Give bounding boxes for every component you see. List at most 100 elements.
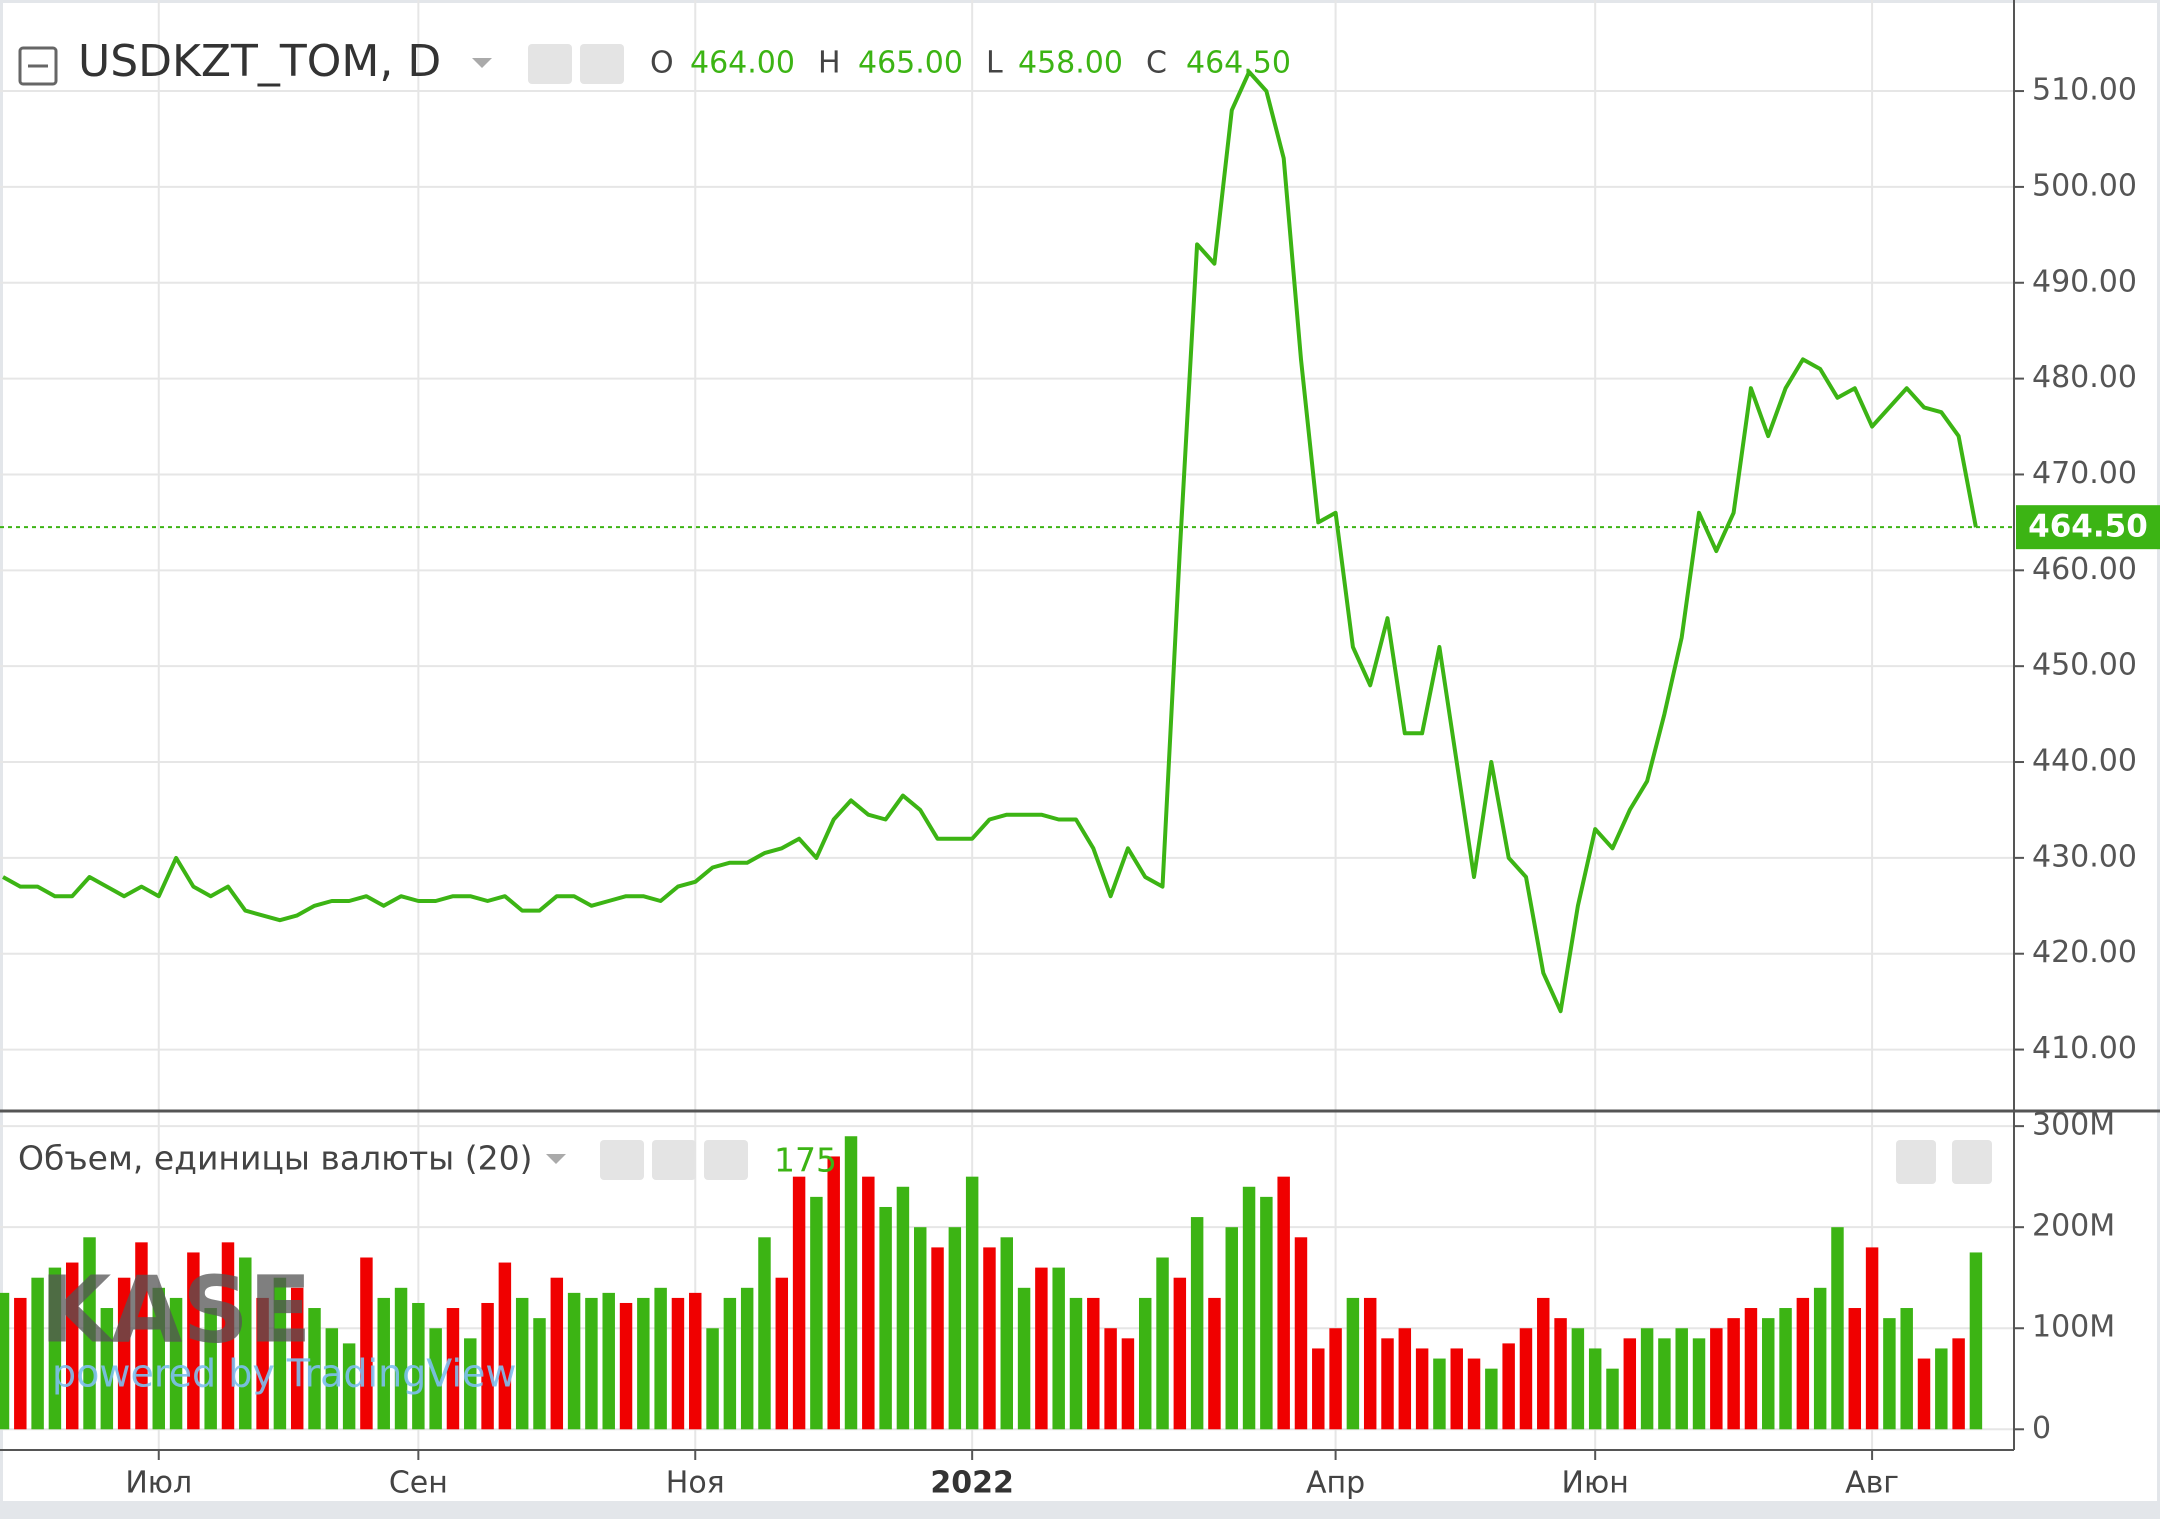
volume-bar [1346, 1297, 1360, 1430]
volume-bar [1710, 1328, 1723, 1430]
visibility-button[interactable] [528, 44, 572, 84]
last-price-box [2016, 505, 2160, 550]
volume-bar [1900, 1308, 1913, 1430]
volume-bar [1052, 1267, 1065, 1430]
volume-bar [740, 1287, 754, 1430]
y-tick-label: 440.00 [2032, 744, 2137, 779]
volume-bar [810, 1196, 823, 1430]
y-tick-label: 300M [2032, 1108, 2115, 1143]
volume-bar [671, 1297, 685, 1430]
volume-bar [14, 1297, 27, 1430]
volume-bar [1571, 1328, 1585, 1430]
volume-bar [931, 1247, 944, 1430]
volume-bar [792, 1176, 806, 1430]
volume-bar [273, 1277, 287, 1430]
volume-bar [1173, 1277, 1187, 1430]
volume-bar [1502, 1343, 1515, 1430]
volume-bar [1813, 1287, 1827, 1430]
move-up-button[interactable] [1896, 1140, 1936, 1184]
ohlc-value: 458.00 [1018, 46, 1123, 81]
y-tick-label: 490.00 [2032, 264, 2137, 299]
volume-bar [1554, 1318, 1567, 1430]
ohlc-label: H [818, 46, 841, 81]
volume-bar [1242, 1186, 1256, 1430]
volume-bar [1363, 1297, 1377, 1430]
dropdown-arrow[interactable] [472, 58, 492, 68]
x-tick-label: Июл [125, 1466, 192, 1501]
volume-bar [1588, 1348, 1602, 1430]
y-tick-label: 410.00 [2032, 1031, 2137, 1066]
volume-value: 175 [774, 1141, 837, 1180]
volume-bar [239, 1257, 252, 1430]
volume-bar [1190, 1217, 1204, 1430]
price-line [2, 69, 1978, 1014]
volume-bar [1069, 1297, 1083, 1430]
volume-bar [1519, 1328, 1533, 1430]
volume-bar [1467, 1358, 1481, 1430]
volume-bar [290, 1287, 304, 1430]
x-tick-label: Сен [389, 1466, 448, 1501]
x-tick-label: 2022 [930, 1466, 1014, 1501]
volume-bar [533, 1318, 546, 1430]
canvas [3, 3, 2157, 1501]
volume-bar [1017, 1287, 1031, 1430]
volume-bar [412, 1302, 425, 1430]
x-tick-label: Июн [1562, 1466, 1629, 1501]
y-tick-label: 480.00 [2032, 360, 2137, 395]
volume-bar [1606, 1368, 1619, 1430]
volume-bar [1692, 1338, 1706, 1430]
watermark: KASE [40, 1256, 312, 1363]
visibility-button[interactable] [600, 1140, 644, 1180]
volume-bar [1537, 1297, 1550, 1430]
settings-button[interactable] [580, 44, 624, 84]
volume-bar [256, 1297, 269, 1430]
settings-button[interactable] [652, 1140, 696, 1180]
volume-bar [1744, 1308, 1758, 1430]
volume-bar [1865, 1247, 1879, 1430]
watermark-sub: powered by TradingView [52, 1352, 516, 1396]
volume-bar [1433, 1358, 1446, 1430]
volume-bar [48, 1267, 62, 1430]
volume-bar [1000, 1237, 1013, 1430]
ohlc-value: 464.00 [690, 46, 795, 81]
volume-bar [550, 1277, 564, 1430]
volume-bar [1329, 1328, 1342, 1430]
close-button[interactable] [704, 1140, 748, 1180]
volume-bar [654, 1287, 667, 1430]
volume-bar [1398, 1328, 1412, 1430]
y-tick-label: 430.00 [2032, 839, 2137, 874]
collapse-icon[interactable] [18, 46, 58, 86]
volume-bar [983, 1247, 996, 1430]
volume-bar [567, 1292, 581, 1430]
volume-bar [1952, 1338, 1965, 1430]
volume-bar [602, 1292, 615, 1430]
volume-bar [0, 1292, 10, 1430]
volume-bar [637, 1297, 650, 1430]
volume-bar [844, 1136, 858, 1430]
volume-bar [204, 1308, 217, 1430]
y-tick-label: 470.00 [2032, 456, 2137, 491]
volume-bar [1796, 1297, 1810, 1430]
volume-bar [1640, 1328, 1654, 1430]
maximize-button[interactable] [1952, 1140, 1992, 1184]
volume-bar [1208, 1297, 1221, 1430]
volume-bar [1917, 1358, 1931, 1430]
volume-bar [515, 1297, 529, 1430]
volume-bar [1121, 1338, 1135, 1430]
volume-bar [1969, 1252, 1983, 1430]
volume-bar [879, 1206, 892, 1430]
dropdown-arrow[interactable] [546, 1154, 566, 1164]
volume-bar [1450, 1348, 1463, 1430]
volume-bar [1381, 1338, 1394, 1430]
y-tick-label: 510.00 [2032, 73, 2137, 108]
volume-bar [1277, 1176, 1290, 1430]
volume-bar [1294, 1237, 1308, 1430]
marks [0, 69, 2014, 1430]
volume-bar [1156, 1257, 1169, 1430]
volume-bar [1104, 1328, 1117, 1430]
volume-bar [394, 1287, 408, 1430]
ohlc-label: O [650, 46, 674, 81]
volume-bar [1675, 1328, 1688, 1430]
volume-bar [308, 1308, 321, 1430]
volume-bar [1779, 1308, 1792, 1430]
